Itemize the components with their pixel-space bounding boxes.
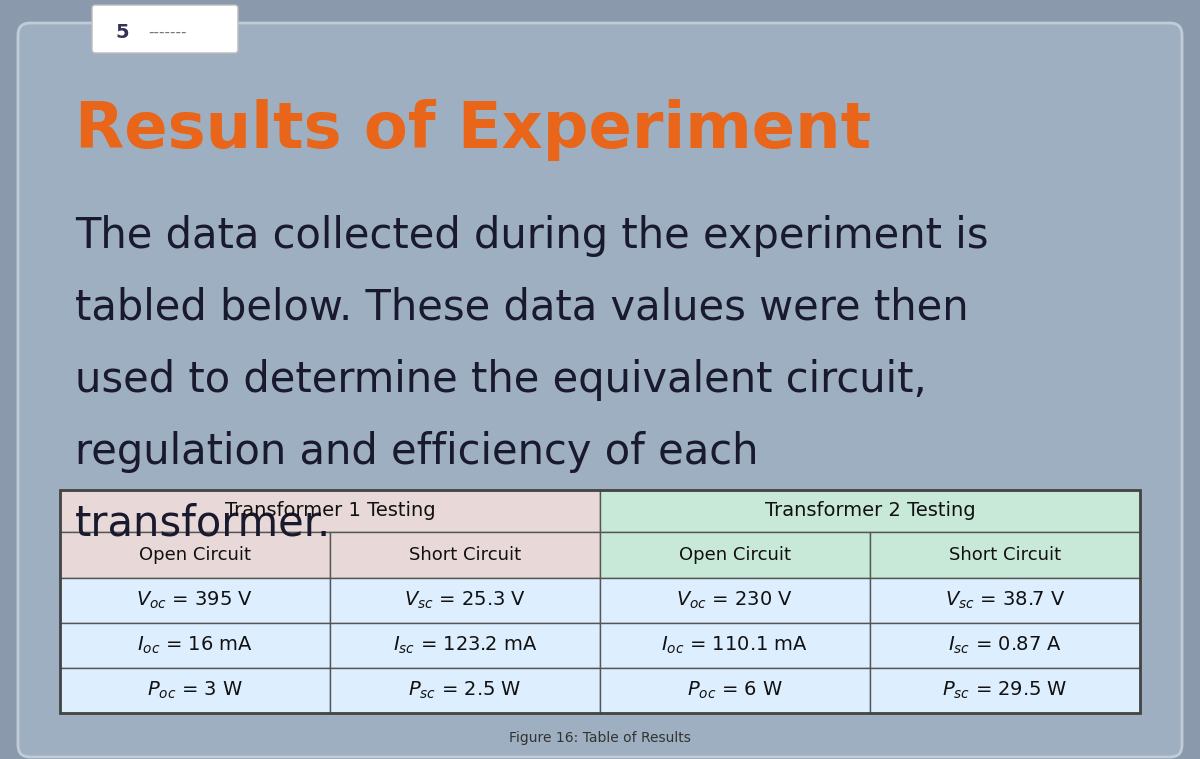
Text: The data collected during the experiment is: The data collected during the experiment… [74, 215, 989, 257]
FancyBboxPatch shape [18, 23, 1182, 757]
Bar [600, 490, 1140, 532]
Bar [60, 668, 330, 713]
Bar [60, 623, 330, 668]
Bar [330, 668, 600, 713]
Text: $V_{sc}$ = 25.3 V: $V_{sc}$ = 25.3 V [404, 590, 526, 611]
Bar [600, 623, 870, 668]
Text: Open Circuit: Open Circuit [679, 546, 791, 564]
Text: 5: 5 [115, 23, 128, 42]
Text: Figure 16: Table of Results: Figure 16: Table of Results [509, 731, 691, 745]
Bar [600, 668, 870, 713]
Text: Short Circuit: Short Circuit [409, 546, 521, 564]
Bar [600, 578, 870, 623]
Bar [600, 532, 870, 578]
Text: $I_{oc}$ = 16 mA: $I_{oc}$ = 16 mA [137, 635, 253, 656]
Bar [870, 532, 1140, 578]
Text: transformer.: transformer. [74, 503, 331, 545]
Bar [330, 532, 600, 578]
Bar [60, 490, 1140, 713]
Text: $P_{oc}$ = 6 W: $P_{oc}$ = 6 W [686, 680, 784, 701]
Text: $I_{sc}$ = 123.2 mA: $I_{sc}$ = 123.2 mA [392, 635, 538, 656]
Text: Transformer 1 Testing: Transformer 1 Testing [224, 502, 436, 521]
Text: $I_{oc}$ = 110.1 mA: $I_{oc}$ = 110.1 mA [661, 635, 809, 656]
FancyBboxPatch shape [92, 5, 238, 53]
Bar [60, 490, 600, 532]
Text: used to determine the equivalent circuit,: used to determine the equivalent circuit… [74, 359, 926, 401]
Text: $V_{sc}$ = 38.7 V: $V_{sc}$ = 38.7 V [944, 590, 1066, 611]
Text: Open Circuit: Open Circuit [139, 546, 251, 564]
Bar [870, 578, 1140, 623]
Text: Results of Experiment: Results of Experiment [74, 99, 871, 161]
Text: $P_{sc}$ = 29.5 W: $P_{sc}$ = 29.5 W [942, 680, 1068, 701]
Text: tabled below. These data values were then: tabled below. These data values were the… [74, 287, 968, 329]
Text: $P_{sc}$ = 2.5 W: $P_{sc}$ = 2.5 W [408, 680, 522, 701]
Text: $V_{oc}$ = 395 V: $V_{oc}$ = 395 V [137, 590, 253, 611]
Text: $I_{sc}$ = 0.87 A: $I_{sc}$ = 0.87 A [948, 635, 1062, 656]
Bar [330, 623, 600, 668]
Bar [60, 578, 330, 623]
Bar [870, 623, 1140, 668]
Text: $P_{oc}$ = 3 W: $P_{oc}$ = 3 W [146, 680, 244, 701]
Bar [330, 578, 600, 623]
Text: $V_{oc}$ = 230 V: $V_{oc}$ = 230 V [677, 590, 793, 611]
Text: regulation and efficiency of each: regulation and efficiency of each [74, 431, 758, 473]
Text: -------: ------- [148, 24, 186, 39]
Bar [870, 668, 1140, 713]
Bar [60, 532, 330, 578]
Text: Transformer 2 Testing: Transformer 2 Testing [764, 502, 976, 521]
Text: Short Circuit: Short Circuit [949, 546, 1061, 564]
